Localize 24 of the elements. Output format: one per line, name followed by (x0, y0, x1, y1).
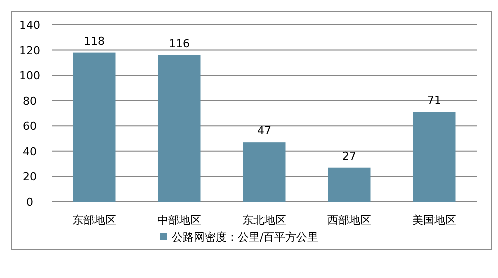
bar (243, 142, 286, 202)
x-tick-label: 西部地区 (328, 214, 372, 227)
y-tick-label: 140 (20, 19, 40, 32)
y-tick-label: 20 (23, 170, 37, 184)
x-tick-label: 东部地区 (72, 214, 116, 227)
bar (413, 112, 456, 202)
y-tick-label: 0 (26, 196, 34, 209)
y-tick-label: 100 (20, 70, 40, 83)
data-label: 116 (169, 37, 190, 50)
y-tick-label: 60 (23, 120, 37, 134)
data-label: 118 (84, 34, 105, 48)
y-tick-label: 80 (23, 94, 37, 108)
x-tick-label: 东北地区 (242, 214, 286, 227)
bar (73, 52, 116, 202)
data-label: 71 (428, 94, 442, 108)
bar (328, 168, 371, 202)
bar (158, 55, 201, 202)
data-label: 47 (258, 124, 272, 138)
legend-label: 公路网密度：公里/百平方公里 (172, 231, 319, 244)
x-tick-label: 中部地区 (158, 214, 202, 227)
x-tick-label: 美国地区 (412, 214, 456, 227)
y-tick-label: 40 (23, 145, 37, 158)
data-label: 27 (342, 150, 356, 163)
y-tick-label: 120 (20, 44, 40, 58)
